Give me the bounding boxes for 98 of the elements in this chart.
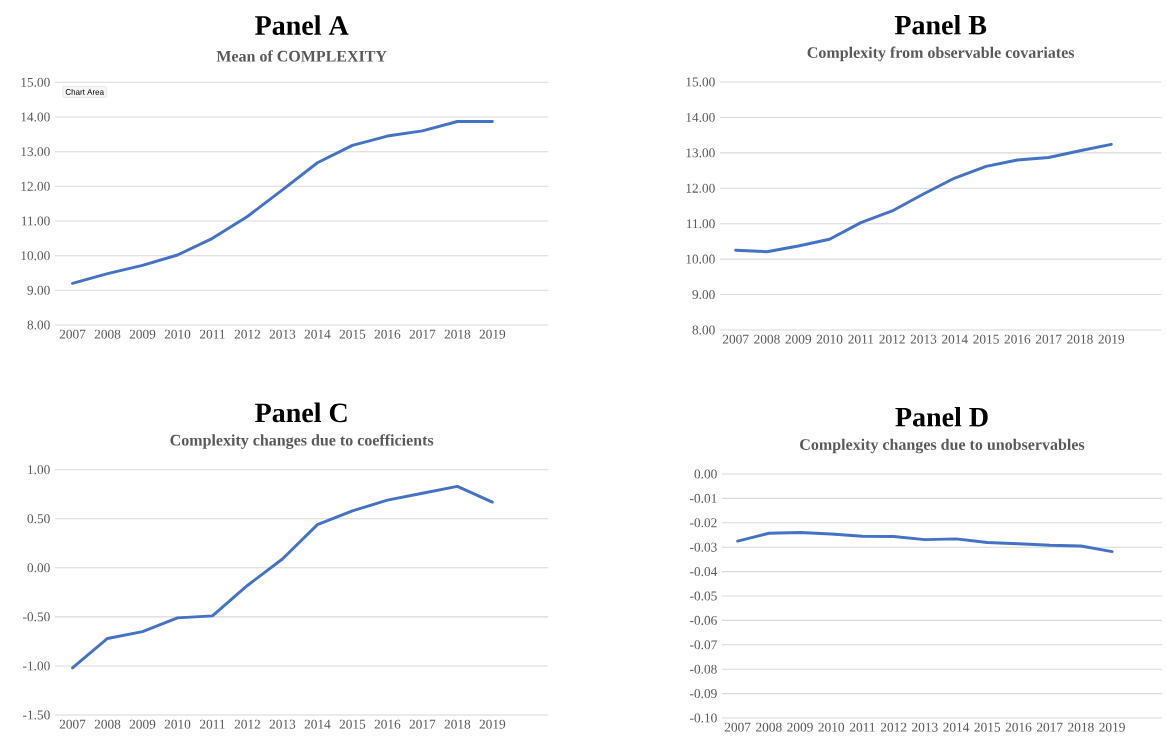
x-tick-label: 2010 [818,722,845,732]
y-tick-label: 11.00 [21,216,50,226]
y-tick-label: -0.04 [690,567,718,577]
line-series [71,120,494,285]
x-tick-label: 2007 [722,334,749,344]
x-tick-label: 2009 [785,334,812,344]
y-tick-label: -0.07 [690,640,717,650]
x-tick-label: 2018 [444,329,471,339]
y-tick-label: 14.00 [686,112,715,122]
x-tick-label: 2019 [479,329,506,339]
x-tick-label: 2017 [1035,334,1062,344]
y-tick-label: 0.00 [27,563,50,573]
line-series [71,484,494,670]
x-tick-label: 2012 [234,329,261,339]
y-tick-label: 10.00 [21,251,50,261]
y-tick-label: -1.50 [23,710,50,720]
chart-title: Panel B [894,14,987,35]
x-tick-label: 2013 [912,722,938,732]
x-tick-label: 2013 [269,329,296,339]
x-tick-label: 2012 [879,334,905,344]
y-tick-label: 9.00 [27,285,50,295]
x-tick-label: 2014 [304,329,331,339]
chart-title: Panel A [255,15,349,35]
y-tick-label: -0.50 [23,612,50,622]
x-tick-label: 2009 [129,329,156,339]
x-tick-label: 2011 [199,719,225,729]
y-tick-label: 9.00 [692,290,715,300]
x-tick-label: 2014 [304,719,331,729]
y-tick-label: 12.00 [21,181,50,191]
line-series [736,531,1114,554]
y-tick-label: 10.00 [686,254,715,264]
chart-subtitle: Complexity changes due to unobservables [800,438,1085,454]
chart-subtitle: Complexity from observable covariates [807,46,1075,62]
x-tick-label: 2017 [1036,722,1063,732]
x-tick-label: 2016 [374,719,401,729]
x-tick-label: 2011 [849,722,875,732]
x-tick-label: 2014 [943,722,970,732]
y-tick-label: 15.00 [21,77,50,87]
x-tick-label: 2008 [94,329,121,339]
x-tick-label: 2016 [1004,334,1031,344]
y-tick-label: 11.00 [686,219,715,229]
y-tick-label: -0.10 [690,713,717,723]
x-tick-label: 2015 [973,334,999,344]
y-tick-label: 13.00 [686,148,715,158]
y-tick-label: 15.00 [686,77,715,87]
x-tick-label: 2011 [848,334,874,344]
x-tick-label: 2009 [787,722,813,732]
x-tick-label: 2012 [234,719,261,729]
y-tick-label: 1.00 [28,465,50,475]
y-tick-label: -0.05 [690,591,717,601]
x-tick-label: 2018 [1067,334,1093,344]
x-tick-label: 2007 [59,719,86,729]
x-tick-label: 2008 [754,334,780,344]
y-tick-label: 12.00 [686,183,715,193]
x-tick-label: 2008 [756,722,782,732]
x-tick-label: 2007 [59,329,86,339]
x-tick-label: 2018 [1068,722,1094,732]
x-tick-label: 2014 [942,334,968,344]
x-tick-label: 2015 [339,719,366,729]
x-tick-label: 2011 [199,329,225,339]
y-tick-label: -0.01 [690,493,717,503]
x-tick-label: 2008 [94,719,121,729]
y-tick-label: 0.50 [27,514,50,524]
line-series [734,142,1113,254]
chart-subtitle: Complexity changes due to coefficients [170,434,434,449]
x-tick-label: 2010 [164,719,191,729]
y-tick-label: -0.02 [690,518,717,528]
chart-title: Panel C [255,402,347,423]
y-tick-label: -0.09 [690,689,717,699]
y-tick-label: -0.08 [690,664,717,674]
y-tick-label: 13.00 [21,147,50,157]
x-tick-label: 2019 [1098,334,1125,344]
x-tick-label: 2017 [409,329,436,339]
x-tick-label: 2012 [880,722,907,732]
x-tick-label: 2019 [479,719,506,729]
annotation: Chart Area [65,88,105,95]
chart-title: Panel D [895,406,988,427]
x-tick-label: 2015 [974,722,1001,732]
x-tick-label: 2007 [724,722,751,732]
x-tick-label: 2019 [1099,722,1125,732]
x-tick-label: 2013 [910,334,937,344]
x-tick-label: 2009 [129,719,156,729]
y-tick-label: -0.03 [690,542,717,552]
y-tick-label: 0.00 [694,469,717,479]
chart-subtitle: Mean of COMPLEXITY [216,50,387,62]
x-tick-label: 2015 [339,329,366,339]
x-tick-label: 2010 [816,334,843,344]
x-tick-label: 2016 [1005,722,1032,732]
x-tick-label: 2016 [374,329,401,339]
y-tick-label: -0.06 [690,615,717,625]
x-tick-label: 2013 [269,719,296,729]
x-tick-label: 2018 [444,719,471,729]
y-tick-label: -1.00 [23,661,50,671]
y-tick-label: 8.00 [27,320,50,330]
y-tick-label: 14.00 [21,112,50,122]
x-tick-label: 2017 [409,719,436,729]
y-tick-label: 8.00 [692,325,715,335]
x-tick-label: 2010 [164,329,191,339]
